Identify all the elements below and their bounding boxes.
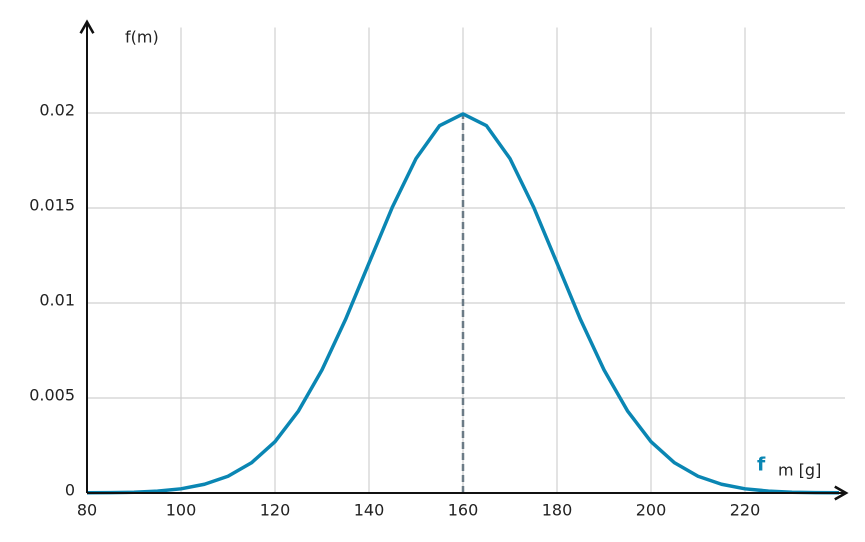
x-tick-label: 160	[448, 501, 479, 520]
x-tick-label: 200	[636, 501, 667, 520]
y-tick-label: 0.02	[39, 101, 75, 120]
plot	[86, 112, 840, 495]
grid	[86, 27, 845, 494]
x-axis-label: m [g]	[778, 461, 821, 480]
x-tick-label: 100	[166, 501, 197, 520]
y-tick-label: 0.01	[39, 291, 75, 310]
y-axis-label: f(m)	[125, 28, 159, 47]
series-label: f	[757, 454, 766, 476]
x-tick-label: 120	[260, 501, 291, 520]
x-tick-label: 80	[77, 501, 97, 520]
x-tick-label: 180	[542, 501, 573, 520]
y-tick-label: 0.005	[29, 386, 75, 405]
curve	[86, 112, 840, 495]
x-tick-label: 220	[730, 501, 761, 520]
y-tick-label: 0	[65, 481, 75, 500]
x-tick-label: 140	[354, 501, 385, 520]
y-tick-label: 0.015	[29, 196, 75, 215]
